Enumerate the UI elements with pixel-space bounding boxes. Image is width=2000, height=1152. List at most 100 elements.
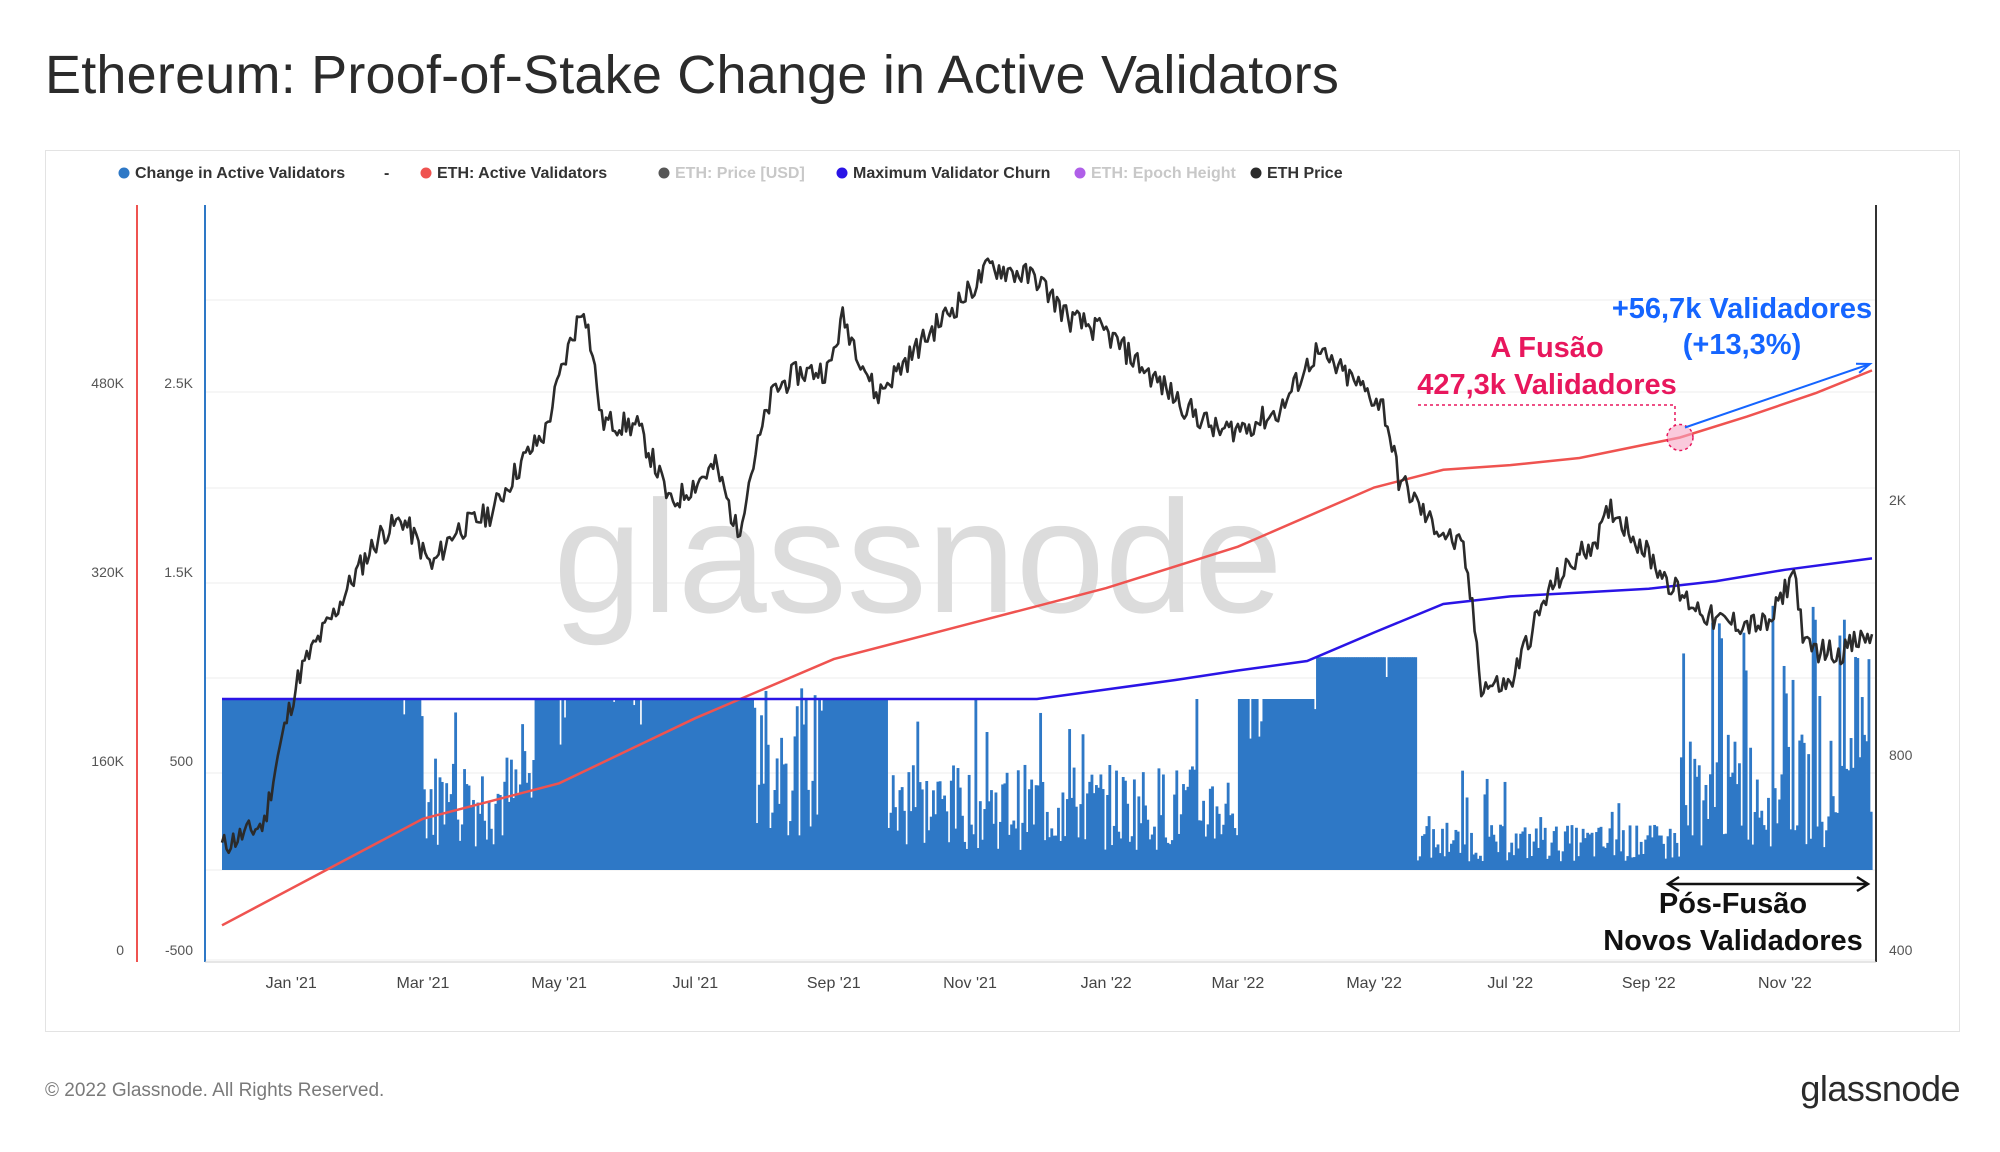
change-bar bbox=[715, 699, 719, 870]
change-bar bbox=[583, 699, 587, 870]
change-bar bbox=[907, 772, 911, 870]
change-bar bbox=[1260, 721, 1264, 870]
change-bar bbox=[1048, 837, 1051, 870]
change-bar bbox=[782, 764, 786, 870]
change-bar bbox=[806, 789, 810, 870]
change-bar bbox=[804, 699, 808, 870]
change-bar bbox=[1211, 786, 1214, 870]
change-bar bbox=[735, 699, 739, 870]
change-bar bbox=[1691, 835, 1694, 870]
change-bar bbox=[1054, 835, 1058, 870]
change-bar bbox=[1148, 839, 1152, 870]
change-bar bbox=[1796, 825, 1799, 870]
change-bar bbox=[1454, 829, 1458, 870]
change-bar bbox=[827, 699, 830, 870]
change-bar bbox=[1313, 709, 1317, 870]
change-bar bbox=[1052, 835, 1056, 870]
xtick-jul-21: Jul '21 bbox=[672, 975, 718, 992]
change-bar bbox=[1139, 823, 1143, 870]
change-bar bbox=[865, 699, 868, 870]
change-bar bbox=[1722, 834, 1726, 870]
change-bar bbox=[1539, 817, 1543, 870]
change-bar bbox=[257, 699, 261, 870]
change-bar bbox=[695, 699, 699, 870]
change-bar bbox=[1604, 847, 1607, 870]
change-bar bbox=[728, 699, 732, 870]
change-bar bbox=[306, 699, 310, 870]
change-bar bbox=[1304, 699, 1308, 870]
change-bar bbox=[1228, 815, 1232, 870]
change-bar bbox=[561, 699, 565, 870]
change-bar bbox=[1458, 852, 1462, 870]
change-bar bbox=[1340, 657, 1344, 870]
change-bar bbox=[409, 699, 413, 870]
change-bar bbox=[1525, 858, 1529, 870]
legend-item-dash: - bbox=[384, 165, 389, 182]
change-bar bbox=[1505, 860, 1509, 870]
change-bar bbox=[230, 699, 234, 870]
change-bar bbox=[760, 715, 763, 870]
change-bar bbox=[449, 794, 453, 870]
change-bar bbox=[1561, 851, 1565, 870]
change-bar bbox=[894, 807, 897, 870]
change-bar bbox=[1329, 657, 1333, 870]
change-bar bbox=[1554, 826, 1558, 870]
change-bar bbox=[1014, 828, 1018, 870]
change-bar bbox=[876, 699, 880, 870]
change-bar bbox=[1380, 657, 1384, 870]
change-bar bbox=[331, 699, 335, 870]
change-bar bbox=[1213, 838, 1217, 870]
change-bar bbox=[414, 699, 417, 870]
change-bar bbox=[1079, 804, 1083, 870]
change-bar bbox=[1755, 779, 1759, 870]
change-bar bbox=[1474, 852, 1478, 870]
change-bar bbox=[1858, 757, 1862, 870]
change-bar bbox=[1300, 699, 1304, 870]
change-bar bbox=[416, 699, 420, 870]
change-bar bbox=[1697, 765, 1701, 870]
change-bar bbox=[791, 790, 795, 870]
change-bar bbox=[1630, 857, 1634, 870]
change-bar bbox=[675, 699, 679, 870]
change-bar bbox=[630, 699, 634, 870]
change-bar bbox=[355, 699, 359, 870]
change-bar bbox=[226, 699, 230, 870]
change-bar bbox=[1778, 799, 1782, 870]
change-bar bbox=[1217, 813, 1221, 870]
change-bar bbox=[496, 793, 500, 870]
change-bar bbox=[873, 699, 877, 870]
change-bar bbox=[398, 699, 402, 870]
change-bar bbox=[851, 699, 855, 870]
change-bar bbox=[1499, 824, 1502, 870]
change-bar bbox=[1418, 856, 1422, 870]
change-bar bbox=[1063, 836, 1067, 870]
change-bar bbox=[463, 769, 466, 870]
change-bar bbox=[923, 842, 926, 870]
change-bar bbox=[1563, 831, 1567, 870]
change-bar bbox=[1077, 837, 1080, 870]
change-bar bbox=[382, 699, 386, 870]
change-bar bbox=[737, 699, 741, 870]
change-bar bbox=[1141, 772, 1145, 870]
change-bar bbox=[534, 699, 538, 870]
line-eth-price bbox=[220, 257, 1874, 855]
change-bar bbox=[1441, 828, 1444, 870]
change-bar bbox=[405, 699, 408, 870]
change-bar bbox=[1583, 838, 1587, 870]
change-bar bbox=[936, 781, 940, 870]
change-bar bbox=[831, 699, 835, 870]
change-bar bbox=[295, 699, 299, 870]
ytick-change-500: 500 bbox=[170, 753, 194, 769]
change-bar bbox=[1264, 699, 1268, 870]
change-bar bbox=[1050, 828, 1054, 870]
change-bar bbox=[603, 699, 607, 870]
change-bar bbox=[606, 699, 609, 870]
change-bar bbox=[1789, 829, 1793, 870]
change-bar bbox=[407, 699, 411, 870]
change-bar bbox=[476, 802, 480, 870]
change-bar bbox=[617, 699, 621, 870]
change-bar bbox=[1088, 781, 1092, 870]
change-bar bbox=[1374, 657, 1377, 870]
change-bar bbox=[597, 699, 600, 870]
change-bar bbox=[954, 828, 958, 870]
